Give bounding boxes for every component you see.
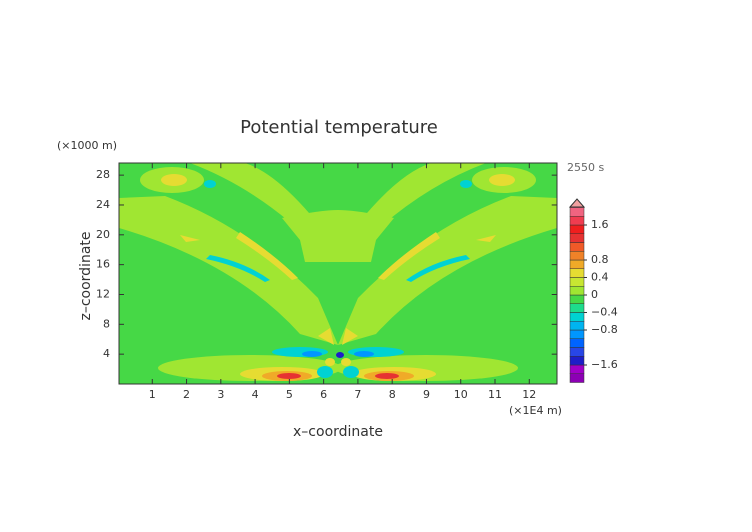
x-tick-label: 4 — [252, 388, 259, 401]
colorbar-block — [569, 216, 585, 226]
x-tick-label: 7 — [354, 388, 361, 401]
x-tick-label: 11 — [488, 388, 502, 401]
y-tick-label: 28 — [96, 168, 110, 181]
y-axis-label: z–coordinate — [78, 231, 94, 320]
colorbar-block — [569, 294, 585, 304]
colorbar-tick-label: 0.4 — [591, 271, 609, 284]
y-tick-label: 20 — [96, 228, 110, 241]
contour-field — [119, 163, 557, 384]
x-tick-label: 6 — [320, 388, 327, 401]
colorbar-block — [569, 277, 585, 287]
x-unit: (×1E4 m) — [509, 404, 562, 417]
x-tick-label: 8 — [389, 388, 396, 401]
colorbar-block — [569, 259, 585, 269]
colorbar-tick-label: 1.6 — [591, 218, 609, 231]
colorbar-block — [569, 347, 585, 357]
x-tick-label: 5 — [286, 388, 293, 401]
colorbar-block — [569, 321, 585, 331]
y-unit: (×1000 m) — [57, 139, 117, 152]
y-tick-label: 8 — [103, 317, 110, 330]
colorbar-block — [569, 207, 585, 217]
colorbar-block — [569, 268, 585, 278]
colorbar-tick-label: −0.4 — [591, 306, 618, 319]
colorbar-block — [569, 286, 585, 296]
colorbar-block — [569, 356, 585, 366]
colorbar-block — [569, 312, 585, 322]
x-tick-label: 9 — [423, 388, 430, 401]
colorbar-block — [569, 329, 585, 339]
x-tick-label: 2 — [183, 388, 190, 401]
x-tick-label: 12 — [522, 388, 536, 401]
y-tick-label: 4 — [103, 347, 110, 360]
y-tick-label: 12 — [96, 287, 110, 300]
x-axis-label: x–coordinate — [293, 424, 383, 440]
x-tick-label: 3 — [217, 388, 224, 401]
colorbar-block — [569, 233, 585, 243]
colorbar-block — [569, 242, 585, 252]
colorbar-tick-label: 0.8 — [591, 253, 609, 266]
colorbar-tick-label: −1.6 — [591, 358, 618, 371]
x-tick-label: 1 — [149, 388, 156, 401]
colorbar-tick-label: 0 — [591, 288, 598, 301]
y-tick-label: 16 — [96, 258, 110, 271]
colorbar-block — [569, 338, 585, 348]
colorbar-block — [569, 303, 585, 313]
colorbar-block — [569, 224, 585, 234]
colorbar-block — [569, 364, 585, 374]
x-tick-label: 10 — [454, 388, 468, 401]
colorbar-block — [569, 251, 585, 261]
y-tick-label: 24 — [96, 198, 110, 211]
plot-frame — [118, 162, 558, 385]
time-label: 2550 s — [567, 161, 604, 174]
colorbar-arrow — [568, 198, 586, 208]
colorbar-tick-label: −0.8 — [591, 323, 618, 336]
colorbar-block — [569, 373, 585, 383]
chart-title: Potential temperature — [240, 117, 438, 138]
